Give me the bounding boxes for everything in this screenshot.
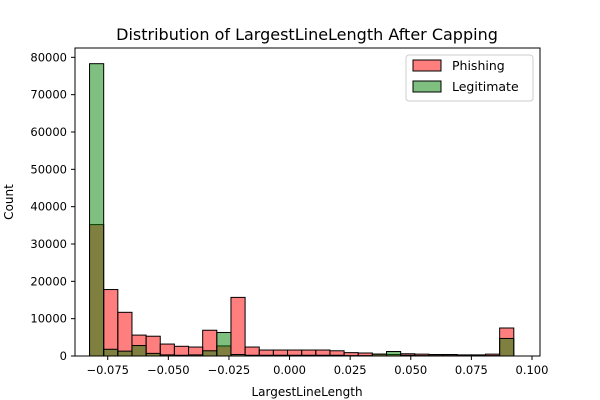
y-tick-label: 40000 bbox=[30, 200, 67, 214]
legend: Phishing Legitimate bbox=[405, 54, 534, 102]
y-tick-label: 60000 bbox=[30, 125, 67, 139]
x-tick-label: −0.075 bbox=[86, 363, 129, 377]
legitimate-bar-3 bbox=[131, 345, 147, 357]
x-tick-label: 0.025 bbox=[334, 363, 367, 377]
legitimate-bar-2 bbox=[117, 350, 133, 357]
phishing-bar-6 bbox=[173, 345, 190, 357]
legitimate-legend-swatch bbox=[412, 80, 442, 93]
y-tick-label: 10000 bbox=[30, 312, 67, 326]
legitimate-bar-29 bbox=[499, 337, 515, 357]
x-tick-label: 0.000 bbox=[273, 363, 306, 377]
legitimate-bar-0 bbox=[89, 63, 105, 357]
y-axis-label: Count bbox=[2, 184, 16, 220]
legitimate-bar-9 bbox=[216, 331, 232, 357]
legitimate-bar-8 bbox=[202, 350, 218, 357]
y-tick-label: 30000 bbox=[30, 237, 67, 251]
legitimate-bar-1 bbox=[103, 348, 119, 357]
phishing-bar-10 bbox=[230, 296, 246, 357]
legitimate-legend-label: Legitimate bbox=[452, 79, 519, 94]
phishing-bar-11 bbox=[244, 346, 260, 357]
legitimate-bar-21 bbox=[386, 351, 402, 357]
y-tick-label: 0 bbox=[60, 349, 67, 363]
x-axis: −0.075 −0.050 −0.025 0.000 0.025 0.050 0.075 0.… bbox=[86, 356, 548, 377]
x-tick-label: 0.100 bbox=[516, 363, 549, 377]
y-tick-label: 70000 bbox=[30, 88, 67, 102]
phishing-bar-5 bbox=[159, 343, 175, 357]
phishing-bar-1 bbox=[103, 289, 119, 357]
x-axis-label: LargestLineLength bbox=[251, 385, 362, 399]
chart-title: Distribution of LargestLineLength After … bbox=[116, 25, 498, 44]
y-tick-label: 50000 bbox=[30, 162, 67, 176]
y-tick-label: 80000 bbox=[30, 50, 67, 64]
phishing-legend-swatch bbox=[412, 59, 442, 72]
x-tick-label: 0.050 bbox=[394, 363, 427, 377]
phishing-legend-label: Phishing bbox=[452, 58, 505, 73]
x-tick-label: −0.050 bbox=[147, 363, 190, 377]
y-axis: 0 10000 20000 30000 40000 50000 60000 70000 8000… bbox=[30, 50, 75, 363]
y-tick-label: 20000 bbox=[30, 274, 67, 288]
phishing-bar-2 bbox=[117, 311, 133, 357]
bars-layer bbox=[89, 63, 515, 357]
x-tick-label: 0.075 bbox=[455, 363, 488, 377]
x-tick-label: −0.025 bbox=[208, 363, 251, 377]
plot-frame bbox=[74, 47, 541, 357]
